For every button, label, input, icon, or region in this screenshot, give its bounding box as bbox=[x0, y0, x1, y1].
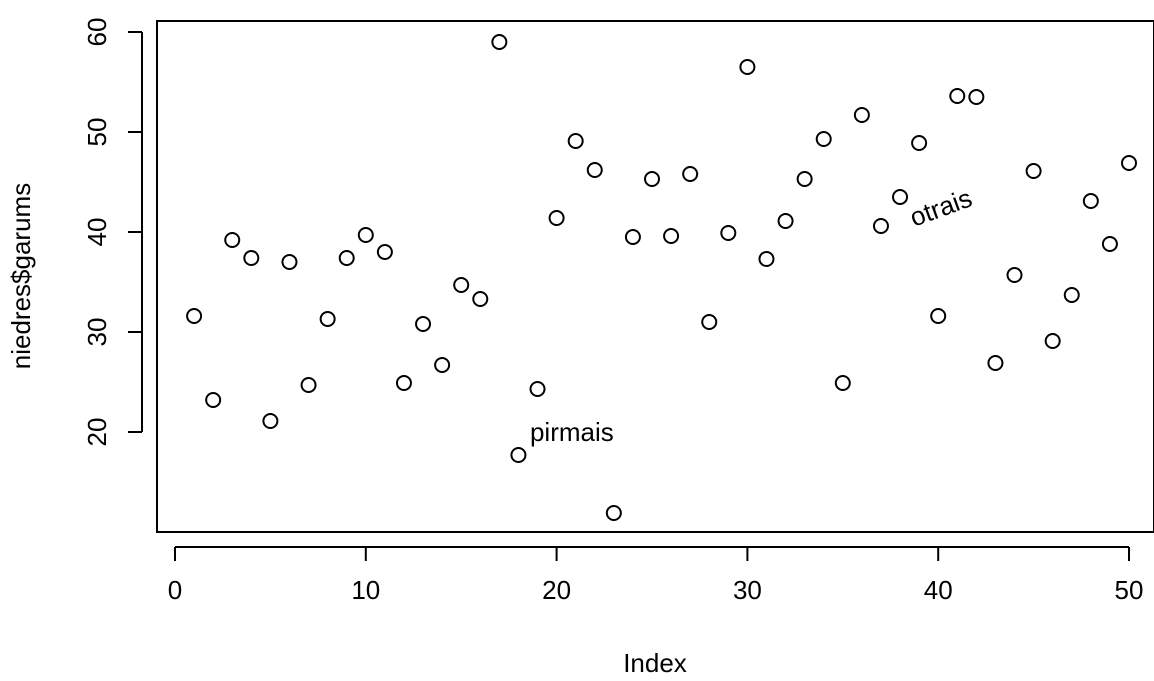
data-point bbox=[624, 229, 641, 245]
x-tick-label: 30 bbox=[733, 575, 762, 605]
data-point bbox=[911, 135, 928, 151]
annotation-label: otrais bbox=[906, 183, 976, 233]
data-point bbox=[701, 314, 718, 330]
data-point bbox=[987, 355, 1004, 371]
data-point bbox=[529, 381, 546, 397]
data-point bbox=[815, 131, 832, 147]
data-point bbox=[968, 89, 985, 105]
data-point bbox=[491, 34, 508, 50]
data-point bbox=[720, 225, 737, 241]
data-point bbox=[1006, 267, 1023, 283]
y-tick-label: 20 bbox=[82, 418, 112, 447]
data-point bbox=[319, 311, 336, 327]
data-point bbox=[262, 413, 279, 429]
data-point bbox=[224, 232, 241, 248]
data-point bbox=[510, 447, 527, 463]
data-point bbox=[300, 377, 317, 393]
data-point bbox=[834, 375, 851, 391]
data-point bbox=[1063, 287, 1080, 303]
data-point bbox=[434, 357, 451, 373]
data-point bbox=[205, 392, 222, 408]
data-point bbox=[644, 171, 660, 187]
data-point bbox=[376, 244, 393, 260]
data-point bbox=[758, 251, 775, 267]
annotation-label: pirmais bbox=[530, 417, 614, 447]
data-point bbox=[682, 166, 699, 182]
x-axis: 0 10 20 30 40 50 bbox=[168, 546, 1144, 605]
data-point bbox=[739, 59, 756, 75]
data-point bbox=[796, 171, 813, 187]
data-point bbox=[586, 162, 603, 178]
data-point bbox=[892, 189, 909, 205]
data-point bbox=[338, 250, 355, 266]
data-point bbox=[930, 308, 947, 324]
x-tick-label: 20 bbox=[542, 575, 571, 605]
x-tick-label: 0 bbox=[168, 575, 182, 605]
plot-area-frame bbox=[156, 20, 1154, 533]
y-tick-label: 40 bbox=[82, 218, 112, 247]
y-axis: 20 30 40 50 60 bbox=[82, 18, 143, 447]
data-point bbox=[243, 250, 260, 266]
data-point bbox=[663, 228, 680, 244]
x-axis-label: Index bbox=[623, 648, 687, 678]
data-point bbox=[1025, 163, 1042, 179]
data-point bbox=[1082, 193, 1099, 209]
annotations: pirmais otrais bbox=[530, 183, 976, 447]
y-tick-label: 50 bbox=[82, 118, 112, 147]
x-tick-label: 10 bbox=[351, 575, 380, 605]
data-point bbox=[281, 254, 298, 270]
data-point bbox=[453, 277, 470, 293]
y-tick-label: 30 bbox=[82, 318, 112, 347]
data-point bbox=[472, 291, 489, 307]
y-axis-label: niedres$garums bbox=[6, 183, 36, 369]
data-point bbox=[415, 316, 432, 332]
data-point bbox=[605, 505, 622, 521]
data-point bbox=[548, 210, 565, 226]
data-point bbox=[1121, 155, 1137, 171]
x-tick-label: 50 bbox=[1115, 575, 1144, 605]
data-point bbox=[186, 308, 203, 324]
y-tick-label: 60 bbox=[82, 18, 112, 47]
data-point bbox=[777, 213, 794, 229]
x-tick-label: 40 bbox=[924, 575, 953, 605]
data-point bbox=[872, 218, 889, 234]
data-point bbox=[1044, 333, 1061, 349]
data-point bbox=[567, 133, 584, 149]
data-points bbox=[186, 34, 1137, 521]
data-point bbox=[853, 107, 870, 123]
data-point bbox=[357, 227, 374, 243]
data-point bbox=[395, 375, 412, 391]
data-point bbox=[949, 88, 966, 104]
data-point bbox=[1101, 236, 1118, 252]
